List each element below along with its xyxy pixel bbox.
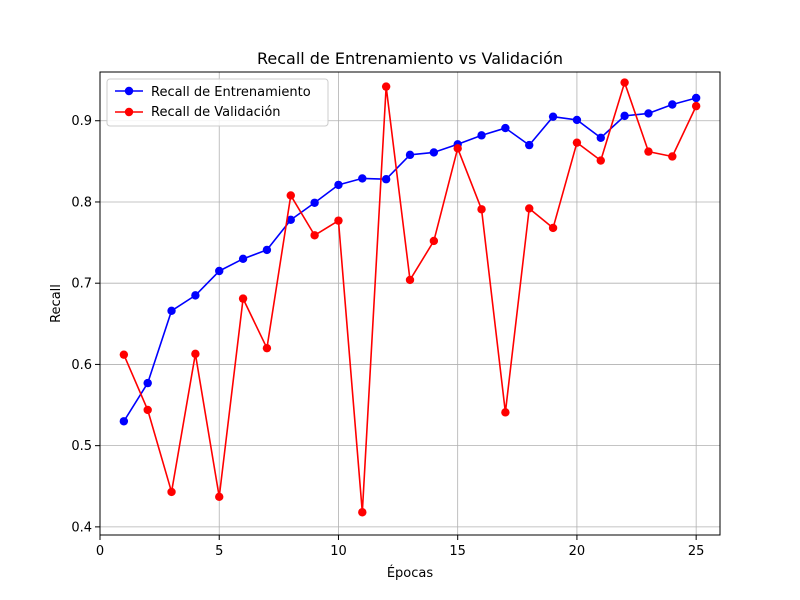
data-point-series-1 xyxy=(262,343,272,353)
data-point-series-0 xyxy=(215,266,224,276)
data-point-series-0 xyxy=(381,175,391,184)
data-point-series-1 xyxy=(548,223,558,233)
x-tick-label: 10 xyxy=(330,544,347,559)
data-point-series-0 xyxy=(668,100,677,109)
data-point-series-0 xyxy=(691,93,701,103)
data-point-series-0 xyxy=(191,291,200,300)
data-point-series-1 xyxy=(644,147,653,156)
data-point-series-1 xyxy=(405,275,415,285)
plot-area-frame xyxy=(99,71,721,536)
series-group xyxy=(119,78,701,517)
legend: Recall de Entrenamiento Recall de Valida… xyxy=(106,78,329,127)
data-point-series-1 xyxy=(381,82,391,91)
x-tick-label: 15 xyxy=(449,544,466,559)
data-point-series-1 xyxy=(477,205,486,214)
data-point-series-1 xyxy=(429,236,439,246)
legend-label-validacion: Recall de Validación xyxy=(151,105,281,120)
data-point-series-1 xyxy=(453,144,462,153)
data-point-series-0 xyxy=(334,180,343,190)
data-point-series-0 xyxy=(262,245,272,255)
data-point-series-1 xyxy=(215,492,224,502)
data-point-series-1 xyxy=(334,216,343,225)
data-point-series-0 xyxy=(572,115,582,125)
data-point-series-1 xyxy=(668,152,677,161)
data-point-series-1 xyxy=(572,138,582,147)
data-point-series-0 xyxy=(477,131,486,140)
y-axis-label: Recall xyxy=(49,284,64,323)
data-point-series-0 xyxy=(167,306,176,316)
data-point-series-0 xyxy=(620,111,629,121)
y-axis: 0.4 0.5 0.6 0.7 0.8 0.9 xyxy=(71,114,100,535)
data-point-series-0 xyxy=(596,133,605,142)
data-point-series-0 xyxy=(143,378,152,388)
data-point-series-0 xyxy=(286,215,295,225)
legend-marker-validacion xyxy=(124,107,134,117)
data-point-series-1 xyxy=(691,101,701,111)
y-tick-label: 0.4 xyxy=(71,520,92,535)
x-axis-label: Épocas xyxy=(387,565,434,581)
data-point-series-1 xyxy=(286,191,295,200)
data-point-series-1 xyxy=(501,408,510,417)
data-point-series-0 xyxy=(238,254,248,264)
data-point-series-1 xyxy=(596,156,605,165)
y-tick-label: 0.8 xyxy=(71,195,92,210)
legend-label-entrenamiento: Recall de Entrenamiento xyxy=(151,85,311,100)
data-point-series-0 xyxy=(405,150,415,160)
chart-title: Recall de Entrenamiento vs Validación xyxy=(257,49,563,68)
y-tick-label: 0.5 xyxy=(71,439,92,454)
legend-marker-entrenamiento xyxy=(124,86,134,96)
legend-box xyxy=(106,78,329,127)
data-point-series-0 xyxy=(119,417,129,426)
data-point-series-1 xyxy=(310,231,319,240)
data-point-series-1 xyxy=(358,508,367,517)
x-axis: 0 5 10 15 20 25 xyxy=(96,535,705,559)
data-point-series-0 xyxy=(429,148,439,157)
data-point-series-1 xyxy=(119,350,129,359)
data-point-series-0 xyxy=(358,174,367,183)
x-tick-label: 20 xyxy=(569,544,586,559)
data-point-series-1 xyxy=(525,204,534,213)
data-point-series-1 xyxy=(238,294,248,303)
x-tick-label: 5 xyxy=(215,544,223,559)
x-tick-label: 0 xyxy=(96,544,104,559)
data-point-series-1 xyxy=(191,349,200,359)
y-tick-label: 0.6 xyxy=(71,358,92,373)
data-point-series-0 xyxy=(501,123,510,133)
data-point-series-1 xyxy=(143,405,152,415)
data-point-series-0 xyxy=(310,198,319,207)
y-tick-label: 0.7 xyxy=(71,277,92,292)
data-point-series-1 xyxy=(620,78,629,87)
data-point-series-0 xyxy=(525,140,534,150)
data-point-series-1 xyxy=(167,487,176,497)
x-tick-label: 25 xyxy=(688,544,705,559)
data-point-series-0 xyxy=(644,109,653,118)
data-point-series-0 xyxy=(548,112,558,121)
y-tick-label: 0.9 xyxy=(71,114,92,129)
